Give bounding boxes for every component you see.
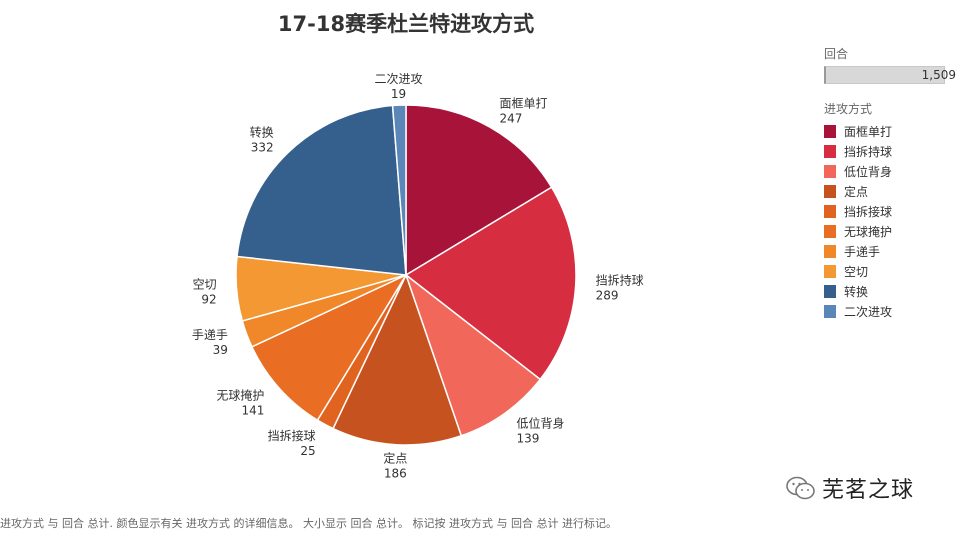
- legend-label: 空切: [844, 264, 869, 279]
- legend-swatch: [824, 284, 836, 298]
- slice-label-value: 92: [201, 293, 216, 307]
- slice-label-value: 186: [384, 467, 407, 481]
- legend-swatch: [824, 264, 836, 278]
- legend-title: 进攻方式: [824, 102, 873, 116]
- slice-label-name: 定点: [383, 451, 407, 466]
- legend-label: 定点: [844, 184, 869, 199]
- legend-item-9[interactable]: 二次进攻: [824, 301, 962, 321]
- pie-slice-5: [250, 273, 408, 422]
- legend-item-1[interactable]: 挡拆持球: [824, 141, 962, 161]
- slice-label-name: 低位背身: [516, 416, 564, 431]
- total-bar: 1,509: [824, 66, 956, 84]
- pie-slice-3: [332, 273, 463, 446]
- legend-item-4[interactable]: 挡拆接球: [824, 201, 962, 221]
- slice-label-name: 面框单打: [499, 97, 547, 111]
- slice-label-name: 空切: [193, 278, 217, 292]
- slice-label-value: 141: [241, 404, 264, 418]
- slice-label-name: 手递手: [192, 328, 228, 342]
- pie-chart: 面框单打247挡拆持球289低位背身139定点186挡拆接球25无球掩护141手…: [192, 72, 644, 481]
- legend-swatch: [824, 184, 836, 198]
- legend-swatch: [824, 304, 836, 318]
- pie-slice-2: [404, 272, 542, 437]
- slice-label-value: 39: [213, 343, 228, 357]
- pie-slice-8: [236, 104, 407, 276]
- watermark: 芜茗之球: [786, 472, 914, 504]
- slice-label-name: 挡拆持球: [596, 272, 644, 287]
- legend-item-2[interactable]: 低位背身: [824, 161, 962, 181]
- pie-slice-1: [404, 186, 577, 381]
- watermark-text: 芜茗之球: [822, 478, 915, 503]
- slice-label-value: 332: [251, 141, 274, 155]
- slice-label-name: 无球掩护: [216, 389, 264, 403]
- legend-swatch: [824, 204, 836, 218]
- chart-title: 17-18赛季杜兰特进攻方式: [277, 12, 535, 36]
- total-label: 回合: [824, 47, 849, 61]
- legend-label: 低位背身: [844, 164, 893, 179]
- legend-item-0[interactable]: 面框单打: [824, 121, 962, 141]
- legend-label: 挡拆持球: [844, 144, 893, 159]
- legend-swatch: [824, 224, 836, 238]
- pie-slice-9: [391, 104, 407, 276]
- slice-label-value: 247: [499, 112, 522, 126]
- slice-label-value: 25: [300, 444, 315, 458]
- legend-swatch: [824, 124, 836, 138]
- wechat-icon: [786, 476, 815, 500]
- legend-swatch: [824, 244, 836, 258]
- legend-label: 挡拆接球: [844, 204, 893, 219]
- legend-item-6[interactable]: 手递手: [824, 241, 962, 261]
- total-value: 1,509: [921, 68, 956, 82]
- slice-label-name: 转换: [250, 125, 274, 140]
- pie-slice-0: [405, 104, 553, 277]
- legend-item-7[interactable]: 空切: [824, 261, 962, 281]
- legend-item-8[interactable]: 转换: [824, 281, 962, 301]
- legend-label: 转换: [844, 284, 869, 299]
- legend-swatch: [824, 164, 836, 178]
- legend-item-5[interactable]: 无球掩护: [824, 221, 962, 241]
- legend-item-3[interactable]: 定点: [824, 181, 962, 201]
- slice-label-value: 19: [391, 87, 406, 101]
- legend-label: 无球掩护: [844, 224, 893, 239]
- slice-label-value: 139: [516, 432, 539, 446]
- legend-label: 手递手: [844, 244, 881, 259]
- legend-label: 面框单打: [844, 124, 893, 139]
- legend-panel: 回合 1,509 进攻方式 面框单打挡拆持球低位背身定点挡拆接球无球掩护手递手空…: [824, 45, 962, 321]
- legend: 面框单打挡拆持球低位背身定点挡拆接球无球掩护手递手空切转换二次进攻: [824, 121, 962, 321]
- slice-label-name: 二次进攻: [374, 72, 422, 86]
- slice-label-name: 挡拆接球: [268, 428, 316, 443]
- slice-label-value: 289: [596, 288, 619, 302]
- legend-label: 二次进攻: [844, 304, 893, 319]
- footnote: 进攻方式 与 回合 总计. 颜色显示有关 进攻方式 的详细信息。 大小显示 回合…: [0, 517, 617, 530]
- legend-swatch: [824, 144, 836, 158]
